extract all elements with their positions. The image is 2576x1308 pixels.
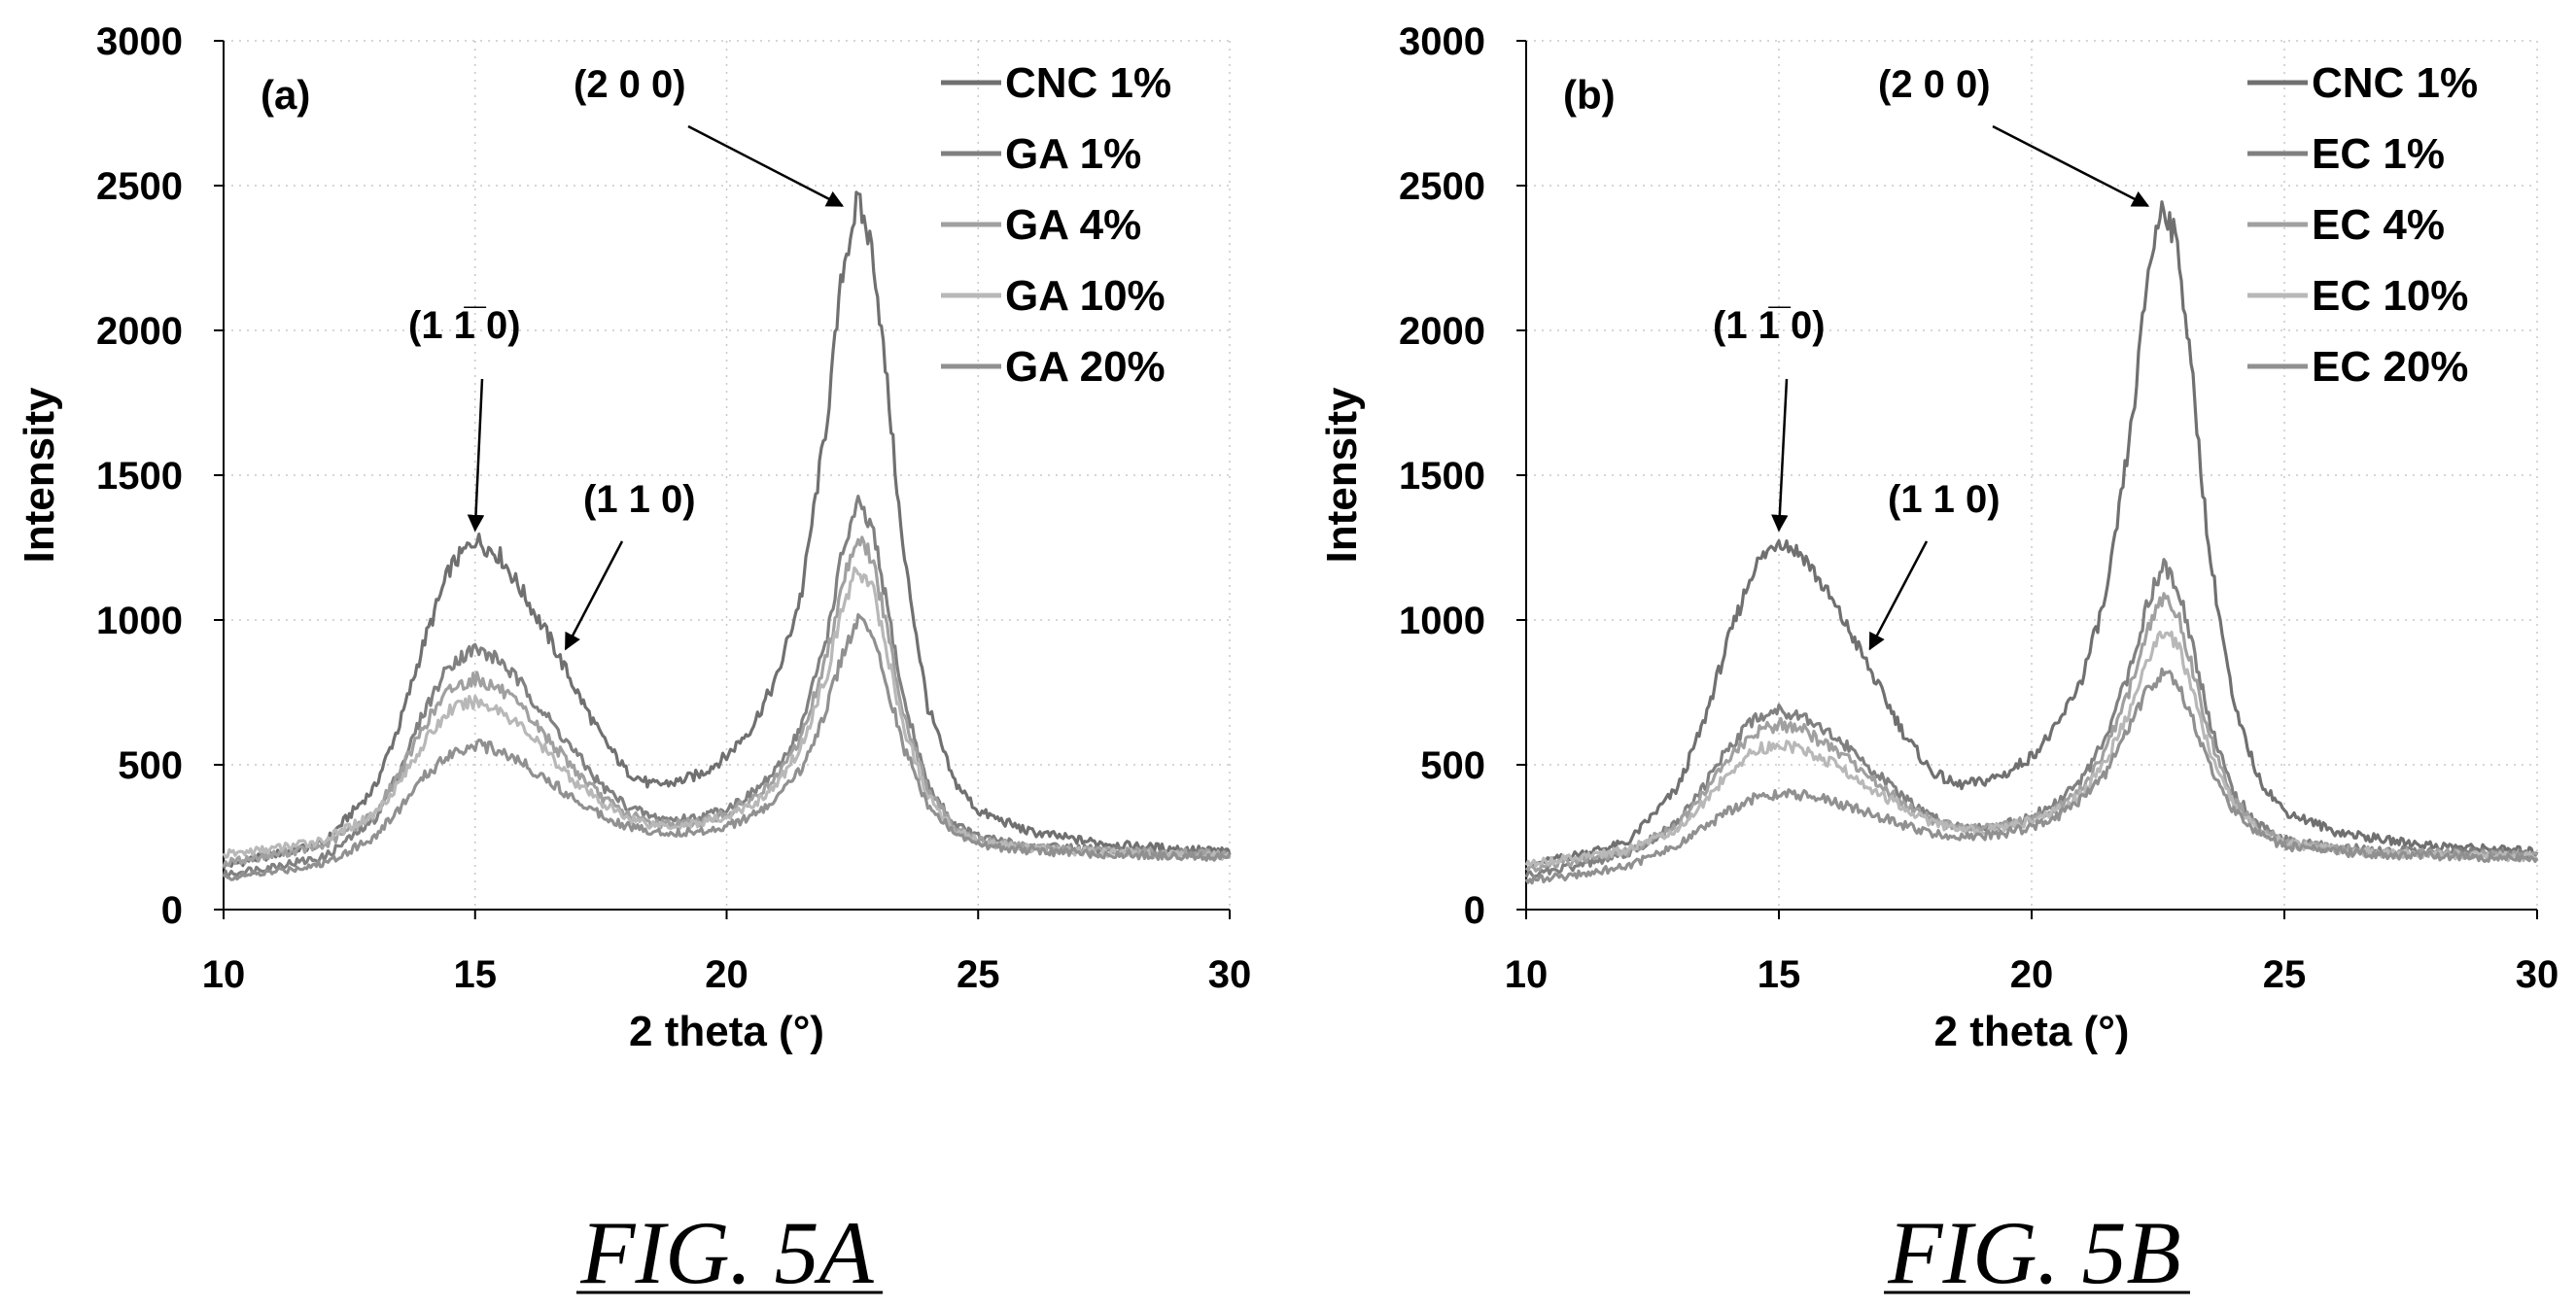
legend-label: EC 1% bbox=[2312, 130, 2445, 178]
y-axis-title: Intensity bbox=[16, 387, 63, 563]
figure-caption: FIG. 5A bbox=[579, 1203, 874, 1302]
y-tick-label: 500 bbox=[118, 744, 183, 787]
legend-label: GA 4% bbox=[1005, 201, 1141, 249]
y-tick-label: 1500 bbox=[1399, 455, 1485, 498]
x-tick-label: 15 bbox=[1758, 953, 1801, 996]
panel-label: (a) bbox=[261, 72, 310, 118]
y-tick-label: 500 bbox=[1420, 744, 1485, 787]
annotation-arrow bbox=[467, 378, 485, 533]
peak-annotation: (2 0 0) bbox=[574, 63, 686, 106]
y-tick-label: 2000 bbox=[96, 310, 183, 353]
x-tick-label: 25 bbox=[957, 953, 1000, 996]
x-tick-label: 20 bbox=[705, 953, 748, 996]
y-tick-label: 1500 bbox=[96, 455, 183, 498]
y-tick-label: 0 bbox=[1464, 889, 1485, 932]
annotation-arrow bbox=[1992, 124, 2150, 207]
peak-annotation: (2 0 0) bbox=[1878, 63, 1991, 106]
y-tick-label: 3000 bbox=[1399, 20, 1485, 63]
panel-label: (b) bbox=[1563, 72, 1616, 118]
x-axis-title: 2 theta (°) bbox=[629, 1008, 824, 1055]
legend-label: EC 20% bbox=[2312, 343, 2468, 391]
series-line-cnc-1- bbox=[222, 190, 1232, 870]
x-tick-label: 30 bbox=[2516, 953, 2559, 996]
peak-annotation: (1 1 0) bbox=[583, 478, 696, 521]
y-axis-title: Intensity bbox=[1318, 387, 1366, 563]
figure-caption: FIG. 5B bbox=[1887, 1203, 2180, 1302]
y-tick-label: 0 bbox=[161, 889, 183, 932]
y-tick-label: 2500 bbox=[1399, 165, 1485, 208]
legend-label: GA 10% bbox=[1005, 272, 1166, 320]
legend-label: GA 20% bbox=[1005, 343, 1166, 391]
annotation-arrow bbox=[1771, 378, 1789, 533]
legend-label: EC 10% bbox=[2312, 272, 2468, 320]
annotation-arrow bbox=[1868, 540, 1929, 651]
peak-annotation: (1 1̅ 0) bbox=[408, 304, 521, 347]
y-tick-label: 3000 bbox=[96, 20, 183, 63]
peak-annotation: (1 1 0) bbox=[1888, 478, 2001, 521]
legend: CNC 1% GA 1% GA 4% GA 10% GA 20% bbox=[941, 59, 1171, 391]
y-tick-label: 1000 bbox=[1399, 600, 1485, 642]
x-tick-label: 15 bbox=[454, 953, 498, 996]
y-tick-label: 1000 bbox=[96, 600, 183, 642]
chart-panel-a: 0 500 1000 1500 2000 2500 3000 10 15 20 25 30 2 thet… bbox=[16, 20, 1251, 1302]
y-tick-label: 2000 bbox=[1399, 310, 1485, 353]
annotation-arrow bbox=[687, 124, 845, 207]
x-tick-label: 10 bbox=[1505, 953, 1549, 996]
annotation-arrow bbox=[564, 540, 624, 651]
y-tick-label: 2500 bbox=[96, 165, 183, 208]
x-tick-label: 10 bbox=[202, 953, 246, 996]
series-line-ga-20- bbox=[222, 613, 1232, 881]
legend-label: CNC 1% bbox=[1005, 59, 1171, 107]
x-axis-title: 2 theta (°) bbox=[1934, 1008, 2130, 1055]
peak-annotation: (1 1̅ 0) bbox=[1713, 304, 1826, 347]
x-tick-label: 30 bbox=[1208, 953, 1252, 996]
legend-label: EC 4% bbox=[2312, 201, 2445, 249]
series-line-ec-20- bbox=[1524, 667, 2539, 885]
chart-panel-b: 0 500 1000 1500 2000 2500 3000 10 15 20 25 30 2 thet… bbox=[1318, 20, 2559, 1302]
series-line-cnc-1- bbox=[1525, 200, 2538, 872]
x-tick-label: 25 bbox=[2263, 953, 2307, 996]
legend-label: GA 1% bbox=[1005, 130, 1141, 178]
legend: CNC 1% EC 1% EC 4% EC 10% EC 20% bbox=[2247, 59, 2478, 391]
series-line-ga-10- bbox=[222, 566, 1232, 861]
legend-label: CNC 1% bbox=[2312, 59, 2478, 107]
x-tick-label: 20 bbox=[2010, 953, 2054, 996]
